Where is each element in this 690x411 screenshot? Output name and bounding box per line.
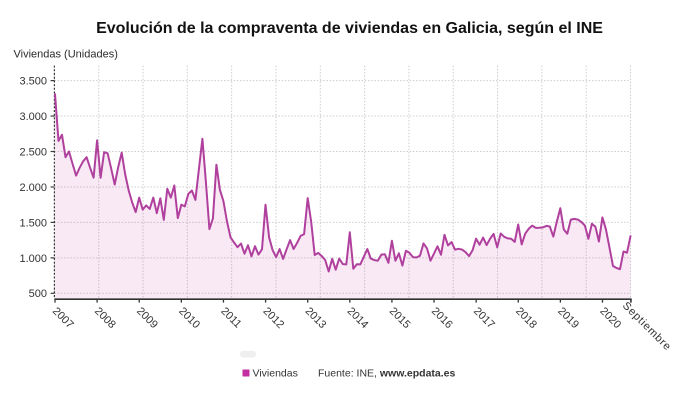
svg-text:3.500: 3.500 [19,76,47,88]
svg-text:Fuente: INE, www.epdata.es: Fuente: INE, www.epdata.es [318,368,456,380]
svg-text:3.000: 3.000 [19,111,47,123]
svg-text:1.500: 1.500 [19,217,47,229]
svg-text:1.000: 1.000 [19,253,47,265]
svg-text:2.500: 2.500 [19,146,47,158]
svg-text:Viviendas: Viviendas [253,368,298,380]
svg-text:2.000: 2.000 [19,182,47,194]
svg-text:Viviendas (Unidades): Viviendas (Unidades) [14,49,118,61]
svg-text:500: 500 [29,288,47,300]
svg-text:Evolución de la compraventa de: Evolución de la compraventa de viviendas… [96,20,603,37]
